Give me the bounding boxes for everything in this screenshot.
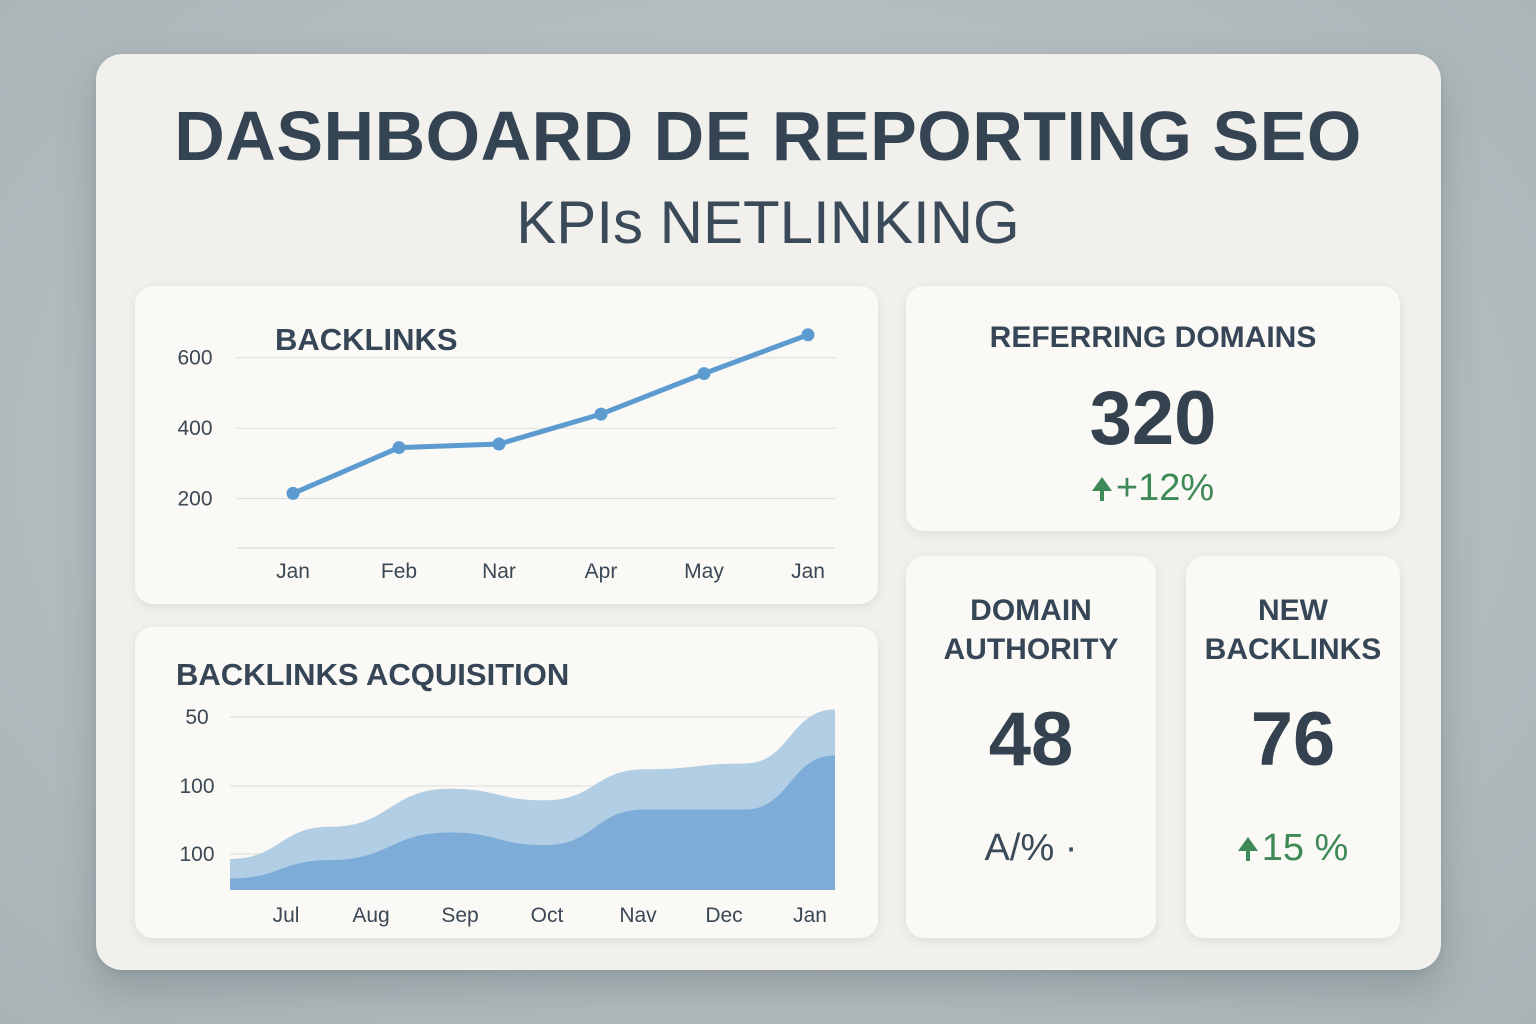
page-title: DASHBOARD DE REPORTING SEO <box>174 97 1362 175</box>
y-tick-label: 400 <box>177 417 212 440</box>
acquisition-chart-title: BACKLINKS ACQUISITION <box>176 657 570 692</box>
referring-domains-value: 320 <box>1089 376 1217 461</box>
y-tick-label: 100 <box>179 843 214 866</box>
x-tick-label: Feb <box>381 560 417 583</box>
backlinks-series-line <box>290 332 811 496</box>
x-tick-label: Nav <box>619 904 657 927</box>
domain-authority-label-line1: DOMAIN <box>970 594 1092 627</box>
y-tick-label: 100 <box>179 775 214 798</box>
data-point <box>594 407 608 421</box>
backlinks-chart-title: BACKLINKS <box>275 322 458 357</box>
referring-domains-delta: +12% <box>906 466 1400 510</box>
data-point <box>697 367 711 381</box>
page-subtitle: KPIs NETLINKING <box>516 189 1020 256</box>
x-tick-label: May <box>684 560 724 583</box>
x-tick-label: Jul <box>273 904 300 927</box>
referring-domains-card: REFERRING DOMAINS 320 +12% <box>906 286 1400 531</box>
x-tick-label: Sep <box>441 904 478 927</box>
domain-authority-value: 48 <box>988 697 1074 782</box>
backlinks-chart-card: BACKLINKS 200 400 600 Jan Feb Nar Apr May Jan <box>135 286 878 604</box>
new-backlinks-value: 76 <box>1250 697 1336 782</box>
acquisition-series-front-area <box>230 755 835 890</box>
data-point <box>492 437 506 451</box>
y-tick-label: 50 <box>185 706 208 729</box>
domain-authority-label-line2: AUTHORITY <box>943 633 1119 666</box>
acquisition-chart-card: BACKLINKS ACQUISITION 50 100 100 Jul Aug Sep O… <box>135 627 878 938</box>
domain-authority-card: DOMAIN AUTHORITY 48 A/% · <box>906 556 1156 938</box>
new-backlinks-label-line1: NEW <box>1258 594 1328 627</box>
backlinks-line-chart: 200 400 600 Jan Feb Nar Apr May Jan <box>177 328 835 583</box>
x-tick-label: Jan <box>276 560 310 583</box>
x-tick-label: Jan <box>791 560 825 583</box>
arrow-up-icon <box>1237 836 1258 861</box>
arrow-up-icon <box>1091 476 1112 501</box>
referring-domains-delta-text: +12% <box>1115 467 1215 509</box>
x-tick-label: Apr <box>585 560 618 583</box>
acquisition-area-chart: 50 100 100 Jul Aug Sep Oct Nav Dec Jan <box>179 706 835 927</box>
new-backlinks-delta-text: 15 % <box>1261 827 1349 869</box>
referring-domains-label: REFERRING DOMAINS <box>989 321 1317 354</box>
x-tick-label: Aug <box>352 904 389 927</box>
x-tick-label: Oct <box>531 904 564 927</box>
data-point <box>392 441 406 455</box>
x-tick-label: Nar <box>482 560 516 583</box>
x-tick-label: Dec <box>705 904 742 927</box>
data-point <box>801 328 815 342</box>
new-backlinks-card: NEW BACKLINKS 76 15 % <box>1186 556 1400 938</box>
new-backlinks-delta: 15 % <box>1186 826 1400 870</box>
x-tick-label: Jan <box>793 904 827 927</box>
y-tick-label: 200 <box>177 488 212 511</box>
y-tick-label: 600 <box>177 347 212 370</box>
new-backlinks-label-line2: BACKLINKS <box>1204 633 1382 666</box>
domain-authority-delta: A/% · <box>984 827 1078 869</box>
data-point <box>286 486 300 500</box>
